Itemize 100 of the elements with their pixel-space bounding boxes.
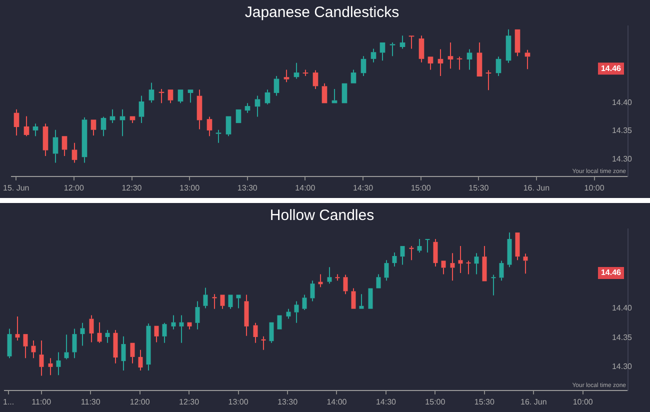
- x-tick-label: 14:30: [376, 397, 397, 406]
- candlestick: [318, 274, 323, 288]
- candlestick: [171, 314, 176, 330]
- candlestick: [425, 238, 430, 253]
- candlestick: [253, 322, 258, 344]
- annotation: 14.46: [600, 64, 622, 73]
- candlestick: [148, 82, 154, 104]
- candlestick: [62, 136, 68, 156]
- candlestick: [476, 42, 482, 77]
- candlestick: [400, 246, 405, 266]
- candlestick: [400, 35, 406, 50]
- candlestick: [486, 70, 492, 91]
- candlestick: [220, 294, 225, 310]
- chart-title: Japanese Candlesticks: [244, 4, 400, 22]
- candlestick: [491, 274, 496, 296]
- candlestick: [7, 328, 12, 359]
- candlestick: [120, 108, 126, 137]
- candlestick: [327, 266, 332, 284]
- candlestick: [261, 336, 266, 350]
- candlestick: [187, 322, 192, 330]
- candlestick: [130, 116, 136, 124]
- candlestick: [48, 358, 53, 376]
- candlestick: [342, 83, 348, 104]
- candlestick: [206, 116, 212, 137]
- candlestick: [244, 294, 249, 336]
- y-tick-label: 14.35: [612, 332, 633, 342]
- candlestick: [312, 70, 318, 90]
- candlestick: [350, 69, 356, 84]
- x-tick-label: 13:30: [277, 397, 298, 406]
- candlestick: [294, 62, 300, 80]
- candlestick: [110, 108, 116, 124]
- candlestick: [466, 260, 471, 275]
- candlestick: [428, 56, 434, 70]
- candlestick: [458, 246, 463, 274]
- candlestick: [499, 260, 504, 282]
- candlestick: [32, 123, 38, 137]
- candlestick: [72, 328, 77, 359]
- candlestick: [121, 336, 126, 371]
- candlestick: [188, 90, 194, 104]
- candlestick: [80, 322, 85, 346]
- candlestick: [294, 300, 299, 324]
- candlestick: [380, 42, 386, 62]
- candlestick: [277, 315, 282, 330]
- candlestick: [433, 238, 438, 268]
- candlestick: [370, 48, 376, 63]
- candlestick: [417, 238, 422, 253]
- y-tick-label: 14.30: [612, 154, 633, 164]
- candlestick: [15, 316, 20, 342]
- candlestick: [376, 274, 381, 288]
- candlestick: [368, 288, 373, 309]
- x-tick-label: 15. Jun: [2, 183, 30, 192]
- candlestick: [466, 48, 472, 70]
- y-tick-label: 14.40: [612, 98, 633, 107]
- candlestick: [100, 116, 106, 137]
- x-tick-label: 11:00: [32, 397, 52, 406]
- candlestick: [506, 28, 512, 64]
- candlestick: [343, 274, 348, 295]
- y-tick-label: 14.40: [612, 303, 633, 312]
- candlestick: [322, 82, 328, 104]
- candlestick: [31, 340, 36, 359]
- x-tick-label: 12:00: [64, 183, 84, 192]
- candlestick: [514, 29, 520, 57]
- candlestick: [216, 129, 222, 144]
- candlestick: [90, 120, 96, 136]
- annotation: 14.46: [600, 268, 622, 278]
- candlestick: [179, 314, 184, 344]
- candlestick: [42, 123, 48, 156]
- candlestick: [236, 294, 241, 309]
- x-tick-label: 14:00: [295, 183, 316, 192]
- candlestick: [302, 69, 308, 76]
- x-tick-label: 12:00: [130, 397, 150, 406]
- candlestick: [409, 246, 414, 261]
- candlestick: [269, 322, 274, 344]
- candlestick: [244, 102, 250, 114]
- candlestick: [360, 56, 366, 76]
- x-tick-label: 16. Jun: [520, 397, 547, 406]
- x-tick-label: 14:00: [326, 397, 348, 406]
- candlestick: [284, 69, 290, 83]
- candlestick: [146, 322, 151, 371]
- candlestick: [390, 42, 396, 57]
- candlestick: [507, 232, 512, 268]
- candlestick: [162, 322, 167, 344]
- candlestick: [14, 108, 20, 136]
- candlestick: [196, 89, 202, 130]
- x-tick-label: 11:30: [80, 397, 101, 406]
- y-tick-label: 14.30: [612, 362, 633, 372]
- candlestick: [441, 260, 446, 275]
- candlestick: [236, 109, 242, 124]
- candlestick: [474, 252, 479, 275]
- candlestick: [89, 314, 94, 343]
- candlestick: [82, 116, 88, 164]
- candlestick: [418, 35, 424, 63]
- x-tick-label: 15:00: [425, 397, 446, 406]
- candlestick: [286, 308, 291, 320]
- candlestick: [523, 253, 528, 274]
- candlestick: [52, 129, 58, 164]
- x-tick-label: 13:30: [237, 183, 258, 192]
- candlestick: [496, 56, 502, 76]
- candlestick: [438, 48, 444, 76]
- candlestick: [130, 342, 135, 364]
